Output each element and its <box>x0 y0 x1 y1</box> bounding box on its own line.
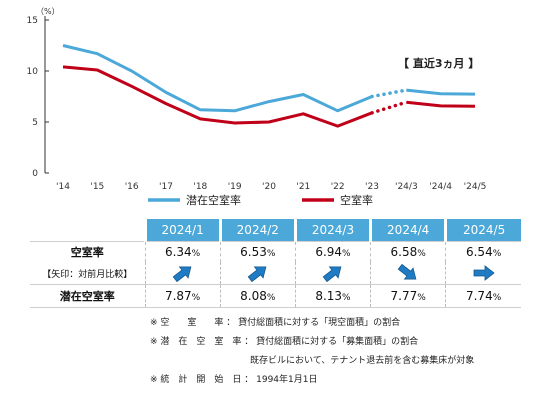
vacancy-line <box>62 65 373 128</box>
arrow-row: 【矢印：対前月比較】 <box>30 262 521 285</box>
x-tick-label: '19 <box>228 182 242 192</box>
trend-arrow-down-right-icon <box>397 263 417 280</box>
arrow-row-label: 【矢印：対前月比較】 <box>42 269 133 280</box>
percent-sign: % <box>266 293 276 303</box>
vacancy-value-number: 6.53 <box>240 245 267 259</box>
note-start-date: ※ 統 計 開 始 日 ： 1994年1月1日 <box>150 375 318 385</box>
note-potential-scope: 既存ビルにおいて、テナント退去前を含む募集床が対象 <box>250 356 475 366</box>
vacancy-value-number: 6.58 <box>390 245 418 259</box>
month-header: 2024/1 <box>143 219 221 242</box>
trend-arrow-cell <box>445 262 521 285</box>
y-tick-label: 10 <box>27 67 39 77</box>
potential-vacancy-recent-line <box>406 88 476 96</box>
month-header: 2024/2 <box>218 219 296 242</box>
trend-arrow-up-right-icon <box>247 266 267 283</box>
note-potential-definition: ※ 潜 在 空 室 率 ： 貸付総面積に対する「募集面積」の割合 <box>150 337 419 347</box>
percent-sign: % <box>266 249 276 259</box>
month-header: 2024/4 <box>369 219 446 242</box>
legend-label: 空室率 <box>340 193 373 207</box>
x-tick-label: '20 <box>262 182 276 192</box>
trend-arrow-right-icon <box>473 265 495 281</box>
vacancy-value: 6.94% <box>294 241 371 262</box>
x-tick-label: '24/4 <box>429 182 452 192</box>
y-unit-label: （%） <box>36 7 60 16</box>
table-corner <box>30 219 145 242</box>
potential-value-number: 7.77 <box>390 289 418 303</box>
x-tick-label: '18 <box>193 182 207 192</box>
month-header: 2024/3 <box>293 219 371 242</box>
month-header: 2024/5 <box>444 219 521 242</box>
x-tick-label: '21 <box>296 182 310 192</box>
vacancy-value-number: 6.54 <box>465 245 493 259</box>
chart-axes: 0 5 10 15（%） '14 '15 '16 '17 '18 '19 '20 '21 '22 '23 '… <box>27 7 487 192</box>
potential-value: 7.77% <box>370 284 446 308</box>
notes: ※ 空 室 率 ： 貸付総面積に対する「現空面積」の割合 ※ 潜 在 空 室 率… <box>150 314 474 390</box>
vacancy-row-label: 空室率 <box>30 241 145 262</box>
potential-vacancy-line <box>62 44 373 113</box>
y-tick-label: 5 <box>32 118 38 128</box>
percent-sign: % <box>191 249 201 259</box>
x-tick-label: '14 <box>56 182 70 192</box>
x-tick-label: '22 <box>331 182 345 192</box>
percent-sign: % <box>492 293 502 303</box>
x-tick-label: '15 <box>90 182 104 192</box>
potential-value: 8.08% <box>219 284 296 308</box>
percent-sign: % <box>417 249 426 259</box>
potential-value-number: 7.87 <box>164 289 192 303</box>
potential-value: 7.87% <box>144 284 221 308</box>
percent-sign: % <box>417 293 426 303</box>
vacancy-recent-line <box>406 100 476 108</box>
chart-lines <box>62 44 476 128</box>
vacancy-value: 6.34% <box>144 241 221 262</box>
vacancy-dotted-segment <box>370 100 409 115</box>
x-tick-label: '17 <box>159 182 173 192</box>
potential-row-label: 潜在空室率 <box>30 284 145 308</box>
y-tick-label: 15 <box>27 16 38 26</box>
percent-sign: % <box>342 249 351 259</box>
recent-3-months-label: 【 直近3ヵ月 】 <box>398 56 479 70</box>
potential-value: 8.13% <box>294 284 371 308</box>
vacancy-value-number: 6.34 <box>164 245 192 259</box>
potential-value-number: 7.74 <box>465 289 493 303</box>
percent-sign: % <box>342 293 351 303</box>
trend-arrow-up-right-icon <box>322 266 342 283</box>
potential-vacancy-row: 潜在空室率 7.87% 8.08% 8.13% 7.77% 7.74% <box>30 284 521 308</box>
potential-value: 7.74% <box>445 284 521 308</box>
potential-value-number: 8.13 <box>315 289 343 303</box>
percent-sign: % <box>492 249 502 259</box>
vacancy-value: 6.54% <box>445 241 521 262</box>
trend-arrow-cell <box>370 262 446 285</box>
potential-vacancy-dotted-segment <box>370 88 409 99</box>
legend-label: 潜在空室率 <box>186 193 241 207</box>
note-vacancy-definition: ※ 空 室 率 ： 貸付総面積に対する「現空面積」の割合 <box>150 318 401 328</box>
y-tick-label: 0 <box>32 169 38 179</box>
x-tick-label: '24/5 <box>464 182 487 192</box>
monthly-rates-table: 2024/1 2024/2 2024/3 2024/4 2024/5 空室率 6.34%… <box>30 219 521 308</box>
line-chart: 0 5 10 15（%） '14 '15 '16 '17 '18 '19 '20 '21 '22 '23 '… <box>27 7 487 207</box>
trend-arrow-cell <box>219 262 296 285</box>
trend-arrow-cell <box>144 262 221 285</box>
x-tick-label: '23 <box>365 182 379 192</box>
potential-value-number: 8.08 <box>240 289 267 303</box>
vacancy-value: 6.53% <box>219 241 296 262</box>
trend-arrow-cell <box>294 262 371 285</box>
percent-sign: % <box>191 293 201 303</box>
x-tick-label: '16 <box>125 182 139 192</box>
vacancy-value: 6.58% <box>370 241 446 262</box>
trend-arrow-up-right-icon <box>172 266 191 283</box>
x-tick-label: '24/3 <box>395 182 418 192</box>
table-header-row: 2024/1 2024/2 2024/3 2024/4 2024/5 <box>30 219 521 242</box>
vacancy-value-number: 6.94 <box>315 245 343 259</box>
chart-legend: 潜在空室率 空室率 <box>148 193 373 207</box>
vacancy-row: 空室率 6.34% 6.53% 6.94% 6.58% 6.54% <box>30 241 521 262</box>
